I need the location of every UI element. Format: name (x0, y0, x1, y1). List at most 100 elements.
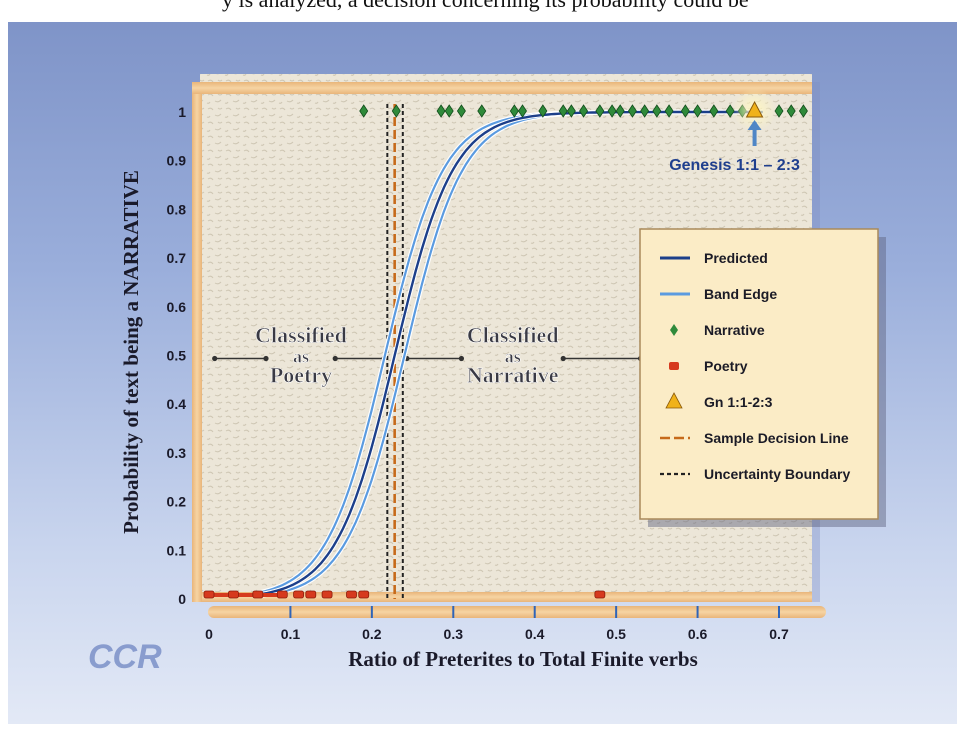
poetry-point (305, 590, 317, 599)
legend-item-predicted: Predicted (660, 250, 768, 266)
narrative-point (436, 104, 446, 118)
x-tick-label: 0.7 (769, 626, 789, 642)
narrative-point (477, 104, 487, 118)
highlight-group: Genesis 1:1 – 2:3 (669, 88, 800, 174)
region-arrow-dot (332, 355, 338, 362)
poetry-point (346, 590, 357, 599)
slide-background: 0 0.1 0.2 0.3 0.4 0.5 0.6 0.7 0 0.1 0.2 0.3 0.4 0.5 0… (8, 22, 957, 724)
narrative-point (693, 104, 703, 118)
ccr-logo: CCR (88, 638, 162, 676)
narrative-point (509, 104, 519, 118)
x-axis-title: Ratio of Preterites to Total Finite verb… (348, 647, 698, 671)
x-axis-bar (208, 606, 826, 618)
region-label: Narrative (467, 363, 559, 388)
y-tick-label: 0 (178, 591, 186, 607)
x-tick-label: 0.1 (281, 626, 301, 642)
legend-item-uncertainty: Uncertainty Boundary (660, 466, 850, 482)
highlight-label: Genesis 1:1 – 2:3 (669, 157, 800, 174)
legend-item-decision: Sample Decision Line (660, 430, 849, 446)
region-arrow-dot (263, 355, 269, 362)
region-arrow-dot (212, 355, 218, 362)
legend-label: Predicted (704, 250, 768, 266)
top-caption: y is analyzed, a decision concerning its… (0, 0, 967, 24)
chart: 0 0.1 0.2 0.3 0.4 0.5 0.6 0.7 00.10.20.30.40.50… (88, 74, 886, 676)
narrative-point (579, 104, 589, 118)
legend-label: Sample Decision Line (704, 430, 849, 446)
y-tick-label: 0.8 (167, 201, 187, 217)
caption-text: y is analyzed, a decision concerning its… (222, 0, 749, 13)
poetry-point (252, 590, 264, 599)
x-tick-label: 0.5 (606, 626, 626, 642)
legend-label: Narrative (704, 322, 765, 338)
y-tick-label: 0.7 (167, 250, 187, 266)
x-tick-label: 0.3 (444, 626, 464, 642)
region-label: Classified (467, 323, 559, 348)
narrative-point (615, 104, 625, 118)
y-tick-label: 0.2 (167, 494, 187, 510)
y-tick-label: 0.4 (167, 396, 187, 412)
probability-curves (257, 109, 763, 599)
logo-text: CCR (88, 638, 162, 676)
narrative-point (798, 104, 808, 118)
y-tick-label: 0.1 (167, 542, 187, 558)
legend-swatch (665, 392, 683, 409)
legend-item-band: Band Edge (660, 286, 777, 302)
poetry-point (358, 590, 370, 599)
legend-swatch (669, 362, 679, 370)
narrative-point (640, 104, 650, 118)
poetry-point (203, 590, 215, 599)
narrative-point (709, 104, 719, 118)
region-arrow-dot (560, 355, 566, 362)
highlight-arrow-head (747, 120, 762, 130)
legend-label: Band Edge (704, 286, 777, 302)
narrative-point (566, 104, 576, 118)
narrative-point (558, 104, 568, 118)
x-tick-label: 0.4 (525, 626, 545, 642)
poetry-point (321, 590, 333, 599)
region-label: Poetry (270, 363, 332, 388)
poetry-point (228, 590, 239, 599)
narrative-point (359, 104, 369, 118)
legend-swatch (670, 324, 678, 336)
y-tick-label: 1 (178, 104, 186, 120)
x-axis-ticks: 0 0.1 0.2 0.3 0.4 0.5 0.6 0.7 (205, 606, 789, 642)
legend-item-narrative: Narrative (670, 322, 765, 338)
x-tick-label: 0 (205, 626, 213, 642)
narrative-point (652, 104, 662, 118)
poetry-point (594, 590, 606, 599)
region-label: as (293, 347, 309, 367)
x-tick-label: 0.6 (688, 626, 708, 642)
poetry-point (276, 590, 288, 599)
y-axis-title: Probability of text being a NARRATIVE (119, 170, 143, 534)
legend: Predicted Band Edge Narrative Poetry Gn 1:1-… (639, 228, 886, 527)
narrative-point (786, 104, 796, 118)
narrative-point (456, 104, 466, 118)
narrative-point (680, 104, 690, 118)
narrative-point (627, 104, 637, 118)
legend-label: Gn 1:1-2:3 (704, 394, 773, 410)
region-label: Classified (255, 323, 347, 348)
x-tick-label: 0.2 (362, 626, 382, 642)
highlight-point (745, 100, 764, 118)
poetry-point (293, 590, 304, 599)
narrative-point (607, 104, 617, 118)
legend-item-gn: Gn 1:1-2:3 (665, 392, 773, 410)
narrative-point (444, 104, 454, 118)
narrative-point (595, 104, 605, 118)
y-axis-ticks: 0 0.1 0.2 0.3 0.4 0.5 0.6 0.7 0.8 0.9 1 (167, 104, 187, 607)
legend-label: Poetry (704, 358, 748, 374)
region-label: as (505, 347, 521, 367)
y-tick-label: 0.5 (167, 348, 187, 364)
legend-box (639, 228, 879, 520)
data-points (203, 104, 808, 599)
y-tick-label: 0.9 (167, 153, 187, 169)
legend-label: Uncertainty Boundary (704, 466, 850, 482)
narrative-point (538, 104, 548, 118)
y-axis-bar (192, 82, 202, 602)
y-tick-label: 0.6 (167, 299, 187, 315)
top-frame-bar (192, 82, 812, 94)
y-tick-label: 0.3 (167, 445, 187, 461)
narrative-point (664, 104, 674, 118)
legend-item-poetry: Poetry (669, 358, 748, 374)
